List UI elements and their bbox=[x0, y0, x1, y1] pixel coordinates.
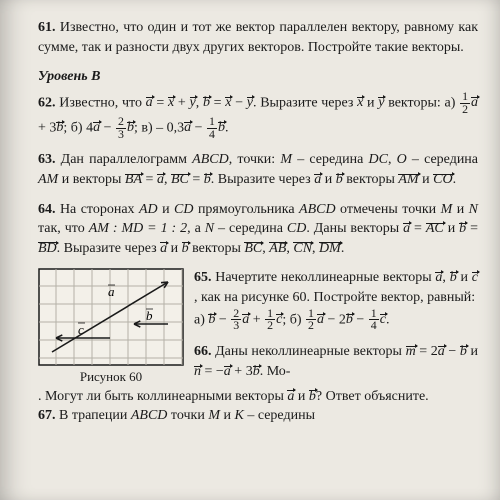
svg-text:a: a bbox=[108, 284, 115, 299]
problem-61: 61. Известно, что один и тот же вектор п… bbox=[38, 18, 478, 57]
problem-number: 67. bbox=[38, 408, 56, 423]
problem-63: 63. Дан параллелограмм ABCD, точки: M – … bbox=[38, 150, 478, 189]
problem-number: 61. bbox=[38, 20, 56, 35]
problem-number: 62. bbox=[38, 95, 56, 110]
problem-text: Известно, что один и тот же вектор парал… bbox=[38, 20, 478, 55]
problem-number: 63. bbox=[38, 152, 56, 167]
prob-65-66-block: a b c Рисунок 60 65. Начертите неколлинеар… bbox=[38, 268, 478, 386]
figure-60: a b c Рисунок 60 bbox=[38, 268, 184, 386]
problem-number: 64. bbox=[38, 202, 56, 217]
problem-number: 65. bbox=[194, 270, 212, 285]
figure-svg: a b c bbox=[38, 268, 184, 366]
problem-number: 66. bbox=[194, 344, 212, 359]
problem-62: 62. Известно, что a = x + y, b = x − y. … bbox=[38, 91, 478, 141]
problem-67: 67. В трапеции ABCD точки M и K – середи… bbox=[38, 406, 478, 426]
problem-65: 65. Начертите неколлинеарные векторы a, … bbox=[194, 268, 478, 332]
level-heading: Уровень В bbox=[38, 67, 478, 87]
svg-text:c: c bbox=[78, 322, 84, 337]
problem-66-cont: . Могут ли быть коллинеарными векторы a … bbox=[38, 387, 478, 407]
problem-66: 66. Даны неколлинеарные векторы m = 2a −… bbox=[194, 342, 478, 381]
figure-caption: Рисунок 60 bbox=[38, 368, 184, 386]
svg-text:b: b bbox=[146, 308, 153, 323]
problem-64: 64. На сторонах AD и CD прямоугольника A… bbox=[38, 200, 478, 259]
